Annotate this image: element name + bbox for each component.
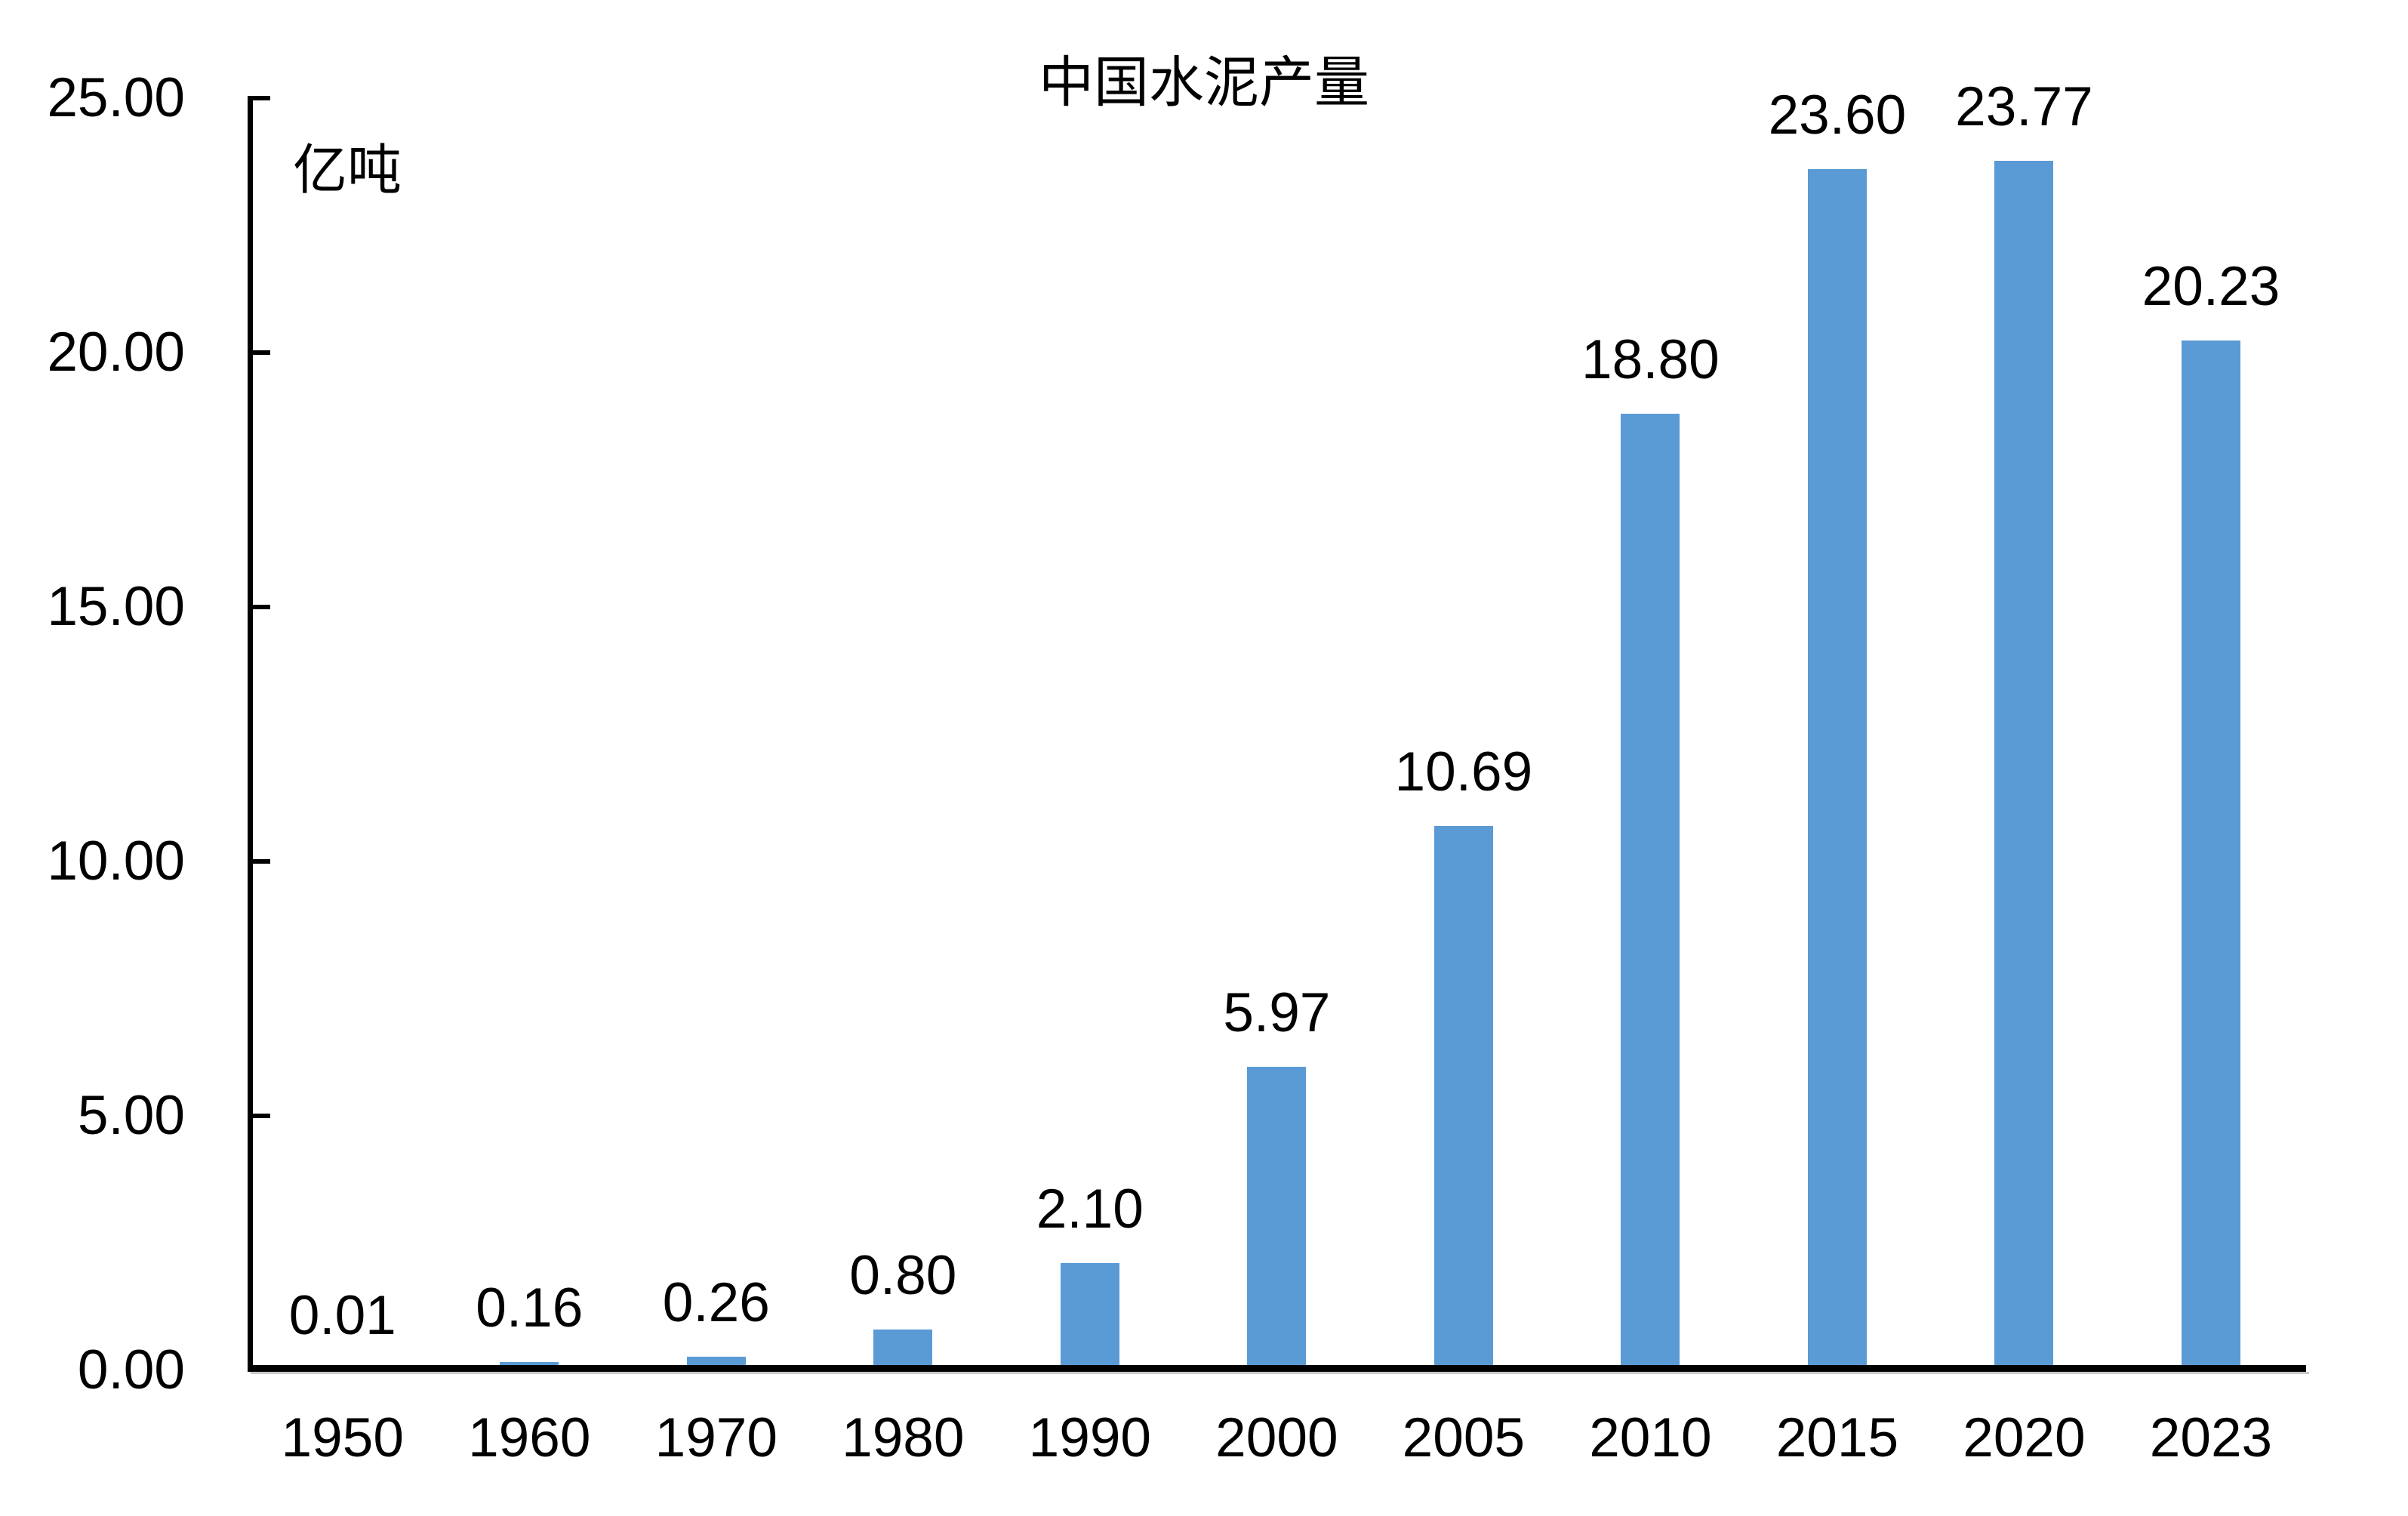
y-axis-tick — [253, 1114, 270, 1118]
data-label-1970: 0.26 — [662, 1272, 770, 1334]
y-axis-tick-label: 5.00 — [77, 1085, 185, 1146]
data-label-2000: 5.97 — [1223, 981, 1331, 1043]
x-axis-label-1990: 1990 — [1028, 1407, 1152, 1468]
x-axis-label-2010: 2010 — [1589, 1407, 1712, 1468]
data-label-2010: 18.80 — [1581, 328, 1720, 390]
x-axis-label-2015: 2015 — [1775, 1407, 1899, 1468]
y-axis-tick — [253, 605, 270, 609]
data-label-2015: 23.60 — [1768, 85, 1907, 146]
y-axis-unit-label: 亿吨 — [293, 140, 402, 201]
data-label-2020: 23.77 — [1955, 75, 2093, 137]
data-label-1980: 0.80 — [849, 1245, 957, 1307]
x-axis-label-2005: 2005 — [1402, 1407, 1526, 1468]
x-axis-label-1960: 1960 — [468, 1407, 591, 1468]
bar-1990 — [1060, 1263, 1119, 1368]
y-axis-tick — [253, 96, 270, 100]
x-axis-label-1970: 1970 — [654, 1407, 778, 1468]
bar-1980 — [873, 1330, 933, 1368]
x-axis-shadow — [251, 1372, 2309, 1374]
y-axis-tick-label: 20.00 — [47, 322, 185, 383]
y-axis-tick-label: 0.00 — [77, 1339, 185, 1400]
data-label-2023: 20.23 — [2142, 256, 2280, 318]
chart-title: 中国水泥产量 — [1039, 52, 1369, 113]
y-axis-tick-label: 15.00 — [47, 576, 185, 637]
x-axis-line — [248, 1365, 2306, 1372]
bar-2020 — [1994, 160, 2054, 1368]
bar-2010 — [1621, 413, 1680, 1368]
data-label-1960: 0.16 — [476, 1277, 584, 1339]
x-axis-label-2023: 2023 — [2149, 1407, 2273, 1468]
bar-2005 — [1433, 826, 1493, 1368]
data-label-1950: 0.01 — [288, 1285, 396, 1347]
bar-2015 — [1807, 169, 1867, 1368]
y-axis-tick — [253, 859, 270, 864]
x-axis-label-1950: 1950 — [281, 1407, 404, 1468]
x-axis-label-2000: 2000 — [1215, 1407, 1338, 1468]
x-axis-label-1980: 1980 — [842, 1407, 965, 1468]
x-axis-label-2020: 2020 — [1963, 1407, 2086, 1468]
y-axis-tick-label: 25.00 — [47, 67, 185, 128]
y-axis-line — [248, 96, 253, 1372]
y-axis-tick-label: 10.00 — [47, 830, 185, 892]
data-label-1990: 2.10 — [1036, 1179, 1144, 1240]
bar-2000 — [1247, 1066, 1307, 1368]
data-label-2005: 10.69 — [1394, 741, 1533, 803]
bar-2023 — [2181, 340, 2240, 1368]
y-axis-tick — [253, 350, 270, 355]
